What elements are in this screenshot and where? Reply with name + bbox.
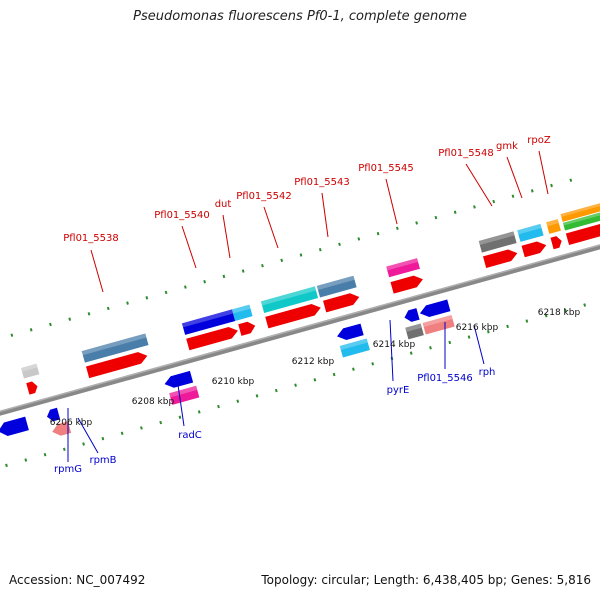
kbp-label-6218: 6218 kbp (538, 308, 581, 318)
feature-block-darkgray-shine (478, 231, 515, 246)
feature-block-cyan-2-shine (517, 223, 542, 235)
feature-block-cyan-2 (517, 223, 544, 242)
feature-block-salmon-2 (422, 314, 455, 335)
feature-block-teal-shine (260, 286, 317, 306)
feature-block-cyan-3 (339, 338, 370, 358)
gene-label-gmk: gmk (496, 141, 518, 152)
feature-block-gray-2 (405, 323, 424, 340)
gene-label-pfl01_5545: Pfl01_5545 (358, 163, 414, 174)
kbp-label-6206: 6206 kbp (50, 418, 93, 428)
upper-tick-line (0, 173, 590, 348)
gene-label-pfl01_5548: Pfl01_5548 (438, 148, 494, 159)
gene-label-pyre: pyrE (387, 385, 410, 396)
gene-arrow-rev-4 (337, 323, 364, 340)
feature-block-steel-2 (316, 275, 357, 298)
feature-block-pink-2-shine (169, 385, 198, 398)
gene-label-rpmg: rpmG (54, 464, 82, 475)
feature-block-gray-shine (20, 363, 38, 372)
gene-label-pfl01_5543: Pfl01_5543 (294, 177, 350, 188)
gene-label-rpmb: rpmB (89, 455, 116, 466)
leader-pfl01_5545 (385, 178, 398, 225)
gene-arrow-fwd-a4 (238, 321, 256, 336)
leader-pfl01_5548 (465, 163, 493, 207)
leader-radc (177, 384, 185, 427)
feature-block-green-shine (562, 206, 600, 226)
feature-block-pink-2 (169, 385, 200, 405)
leader-rpoz (538, 150, 549, 195)
gene-label-dut: dut (215, 199, 232, 210)
gene-arrow-fwd-a8 (482, 249, 518, 268)
leader-pfl01_5542 (263, 206, 279, 249)
accession-label: Accession: NC_007492 (9, 573, 146, 587)
genome-backbone-highlight (0, 239, 600, 418)
genome-backbone (0, 239, 600, 421)
gene-arrow-fwd-a11 (565, 219, 600, 246)
leader-rpmb (77, 417, 99, 454)
gene-arrow-fwd-a2 (85, 352, 148, 379)
feature-block-orange-2-shine (560, 198, 600, 217)
feature-block-darkgray (478, 231, 517, 253)
kbp-label-6214: 6214 kbp (373, 340, 416, 350)
gene-arrow-fwd-a9 (521, 241, 547, 258)
leader-dut (222, 214, 231, 259)
feature-block-steel-2-shine (316, 275, 355, 290)
feature-block-cyan-3-shine (339, 338, 368, 351)
gene-arrow-rev-5 (404, 308, 420, 322)
feature-block-pink-1 (386, 258, 420, 278)
leader-pyre (389, 319, 394, 382)
feature-block-salmon-1 (52, 421, 72, 436)
gene-arrow-rev-2 (46, 407, 61, 422)
gene-arrow-fwd-a10 (550, 236, 562, 250)
leader-pfl01_5538 (90, 249, 104, 293)
feature-block-orange-shine (546, 219, 559, 227)
kbp-label-6208: 6208 kbp (132, 397, 175, 407)
map-title: Pseudomonas fluorescens Pf0-1, complete … (133, 9, 467, 24)
feature-block-orange-2 (560, 198, 600, 222)
feature-block-gray-2-shine (405, 323, 422, 332)
kbp-label-6210: 6210 kbp (212, 377, 255, 387)
feature-block-cyan-1 (232, 304, 253, 321)
genome-summary: Topology: circular; Length: 6,438,405 bp… (261, 573, 591, 587)
gene-arrow-fwd-a7 (390, 275, 423, 294)
leader-pfl01_5540 (181, 225, 197, 269)
gene-label-radc: radC (178, 430, 202, 441)
feature-block-salmon-2-shine (422, 314, 453, 328)
gene-arrow-fwd-a1 (26, 381, 38, 395)
feature-block-cyan-1-shine (232, 304, 251, 314)
gene-arrow-fwd-a6 (323, 293, 360, 313)
lower-tick-line (5, 293, 600, 468)
gene-label-pfl01_5546: Pfl01_5546 (417, 373, 473, 384)
leader-pfl01_5543 (321, 192, 329, 238)
leader-rph (473, 324, 485, 365)
leader-gmk (506, 156, 523, 199)
feature-block-gray (20, 363, 40, 379)
gene-arrow-fwd-a5 (265, 303, 321, 329)
gene-label-pfl01_5540: Pfl01_5540 (154, 210, 210, 221)
feature-block-green (562, 206, 600, 231)
gene-label-rph: rph (479, 367, 496, 378)
gene-label-pfl01_5538: Pfl01_5538 (63, 233, 119, 244)
feature-block-orange (546, 219, 561, 234)
gene-label-rpoz: rpoZ (527, 135, 551, 146)
kbp-label-6216: 6216 kbp (456, 323, 499, 333)
feature-block-pink-1-shine (386, 258, 419, 271)
feature-block-blue-1 (181, 309, 236, 335)
feature-block-blue-1-shine (181, 309, 234, 328)
feature-block-steel-1 (81, 333, 149, 363)
gene-arrow-fwd-a3 (186, 326, 238, 351)
gene-arrow-rev-6 (419, 299, 451, 317)
gene-label-pfl01_5542: Pfl01_5542 (236, 191, 292, 202)
feature-block-teal (260, 286, 319, 313)
kbp-label-6212: 6212 kbp (292, 357, 335, 367)
gene-arrow-rev-3 (164, 370, 194, 388)
gene-arrow-rev-1 (0, 416, 29, 436)
feature-block-steel-1-shine (81, 333, 147, 356)
